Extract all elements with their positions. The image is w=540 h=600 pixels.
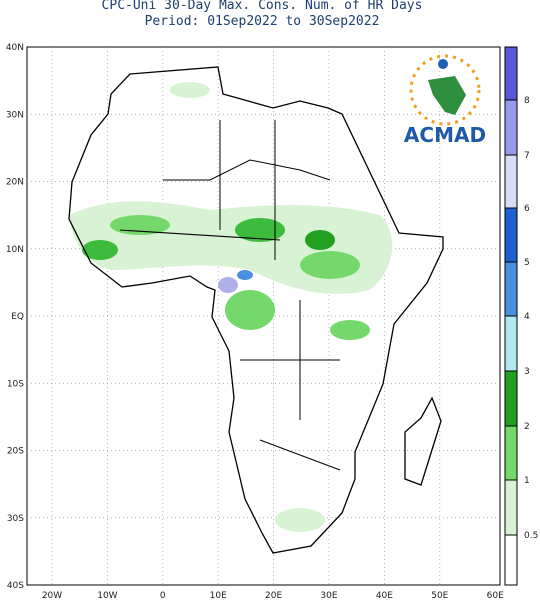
- lat-label: 30N: [6, 110, 24, 120]
- lon-label: 20W: [42, 591, 62, 600]
- colorbar-label: 7: [524, 151, 530, 161]
- lon-label: 10W: [97, 591, 117, 600]
- colorbar-label: 4: [524, 312, 530, 322]
- colorbar-label: 3: [524, 367, 530, 377]
- colorbar-label: 6: [524, 204, 530, 214]
- lat-label: EQ: [11, 312, 24, 322]
- logo-text: ACMAD: [404, 123, 486, 147]
- lat-label: 10S: [7, 379, 24, 389]
- title-line2: Period: 01Sep2022 to 30Sep2022: [145, 14, 380, 29]
- colorbar-label: 2: [524, 422, 530, 432]
- lat-label: 20N: [6, 178, 24, 188]
- precip-shading: [70, 82, 393, 532]
- logo: ACMAD: [404, 54, 486, 147]
- lon-label: 20E: [265, 591, 282, 600]
- lat-label: 40N: [6, 43, 24, 53]
- lat-label: 20S: [7, 447, 24, 457]
- colorbar-label: 0.5: [524, 531, 538, 541]
- lon-label: 50E: [431, 591, 448, 600]
- colorbar-label: 5: [524, 258, 530, 268]
- lat-label: 10N: [6, 245, 24, 255]
- title-line1: CPC-Uni 30-Day Max. Cons. Num. of HR Day…: [102, 0, 423, 13]
- lat-label: 40S: [7, 581, 24, 591]
- coastline: [68, 66, 444, 554]
- colorbar-label: 8: [524, 96, 530, 106]
- lon-label: 30E: [320, 591, 337, 600]
- lon-label: 40E: [376, 591, 393, 600]
- colorbar-label: 1: [524, 476, 530, 486]
- colorbar: [504, 46, 518, 586]
- lon-label: 10E: [210, 591, 227, 600]
- lat-label: 30S: [7, 514, 24, 524]
- lon-label: 0: [160, 591, 166, 600]
- lon-label: 60E: [487, 591, 504, 600]
